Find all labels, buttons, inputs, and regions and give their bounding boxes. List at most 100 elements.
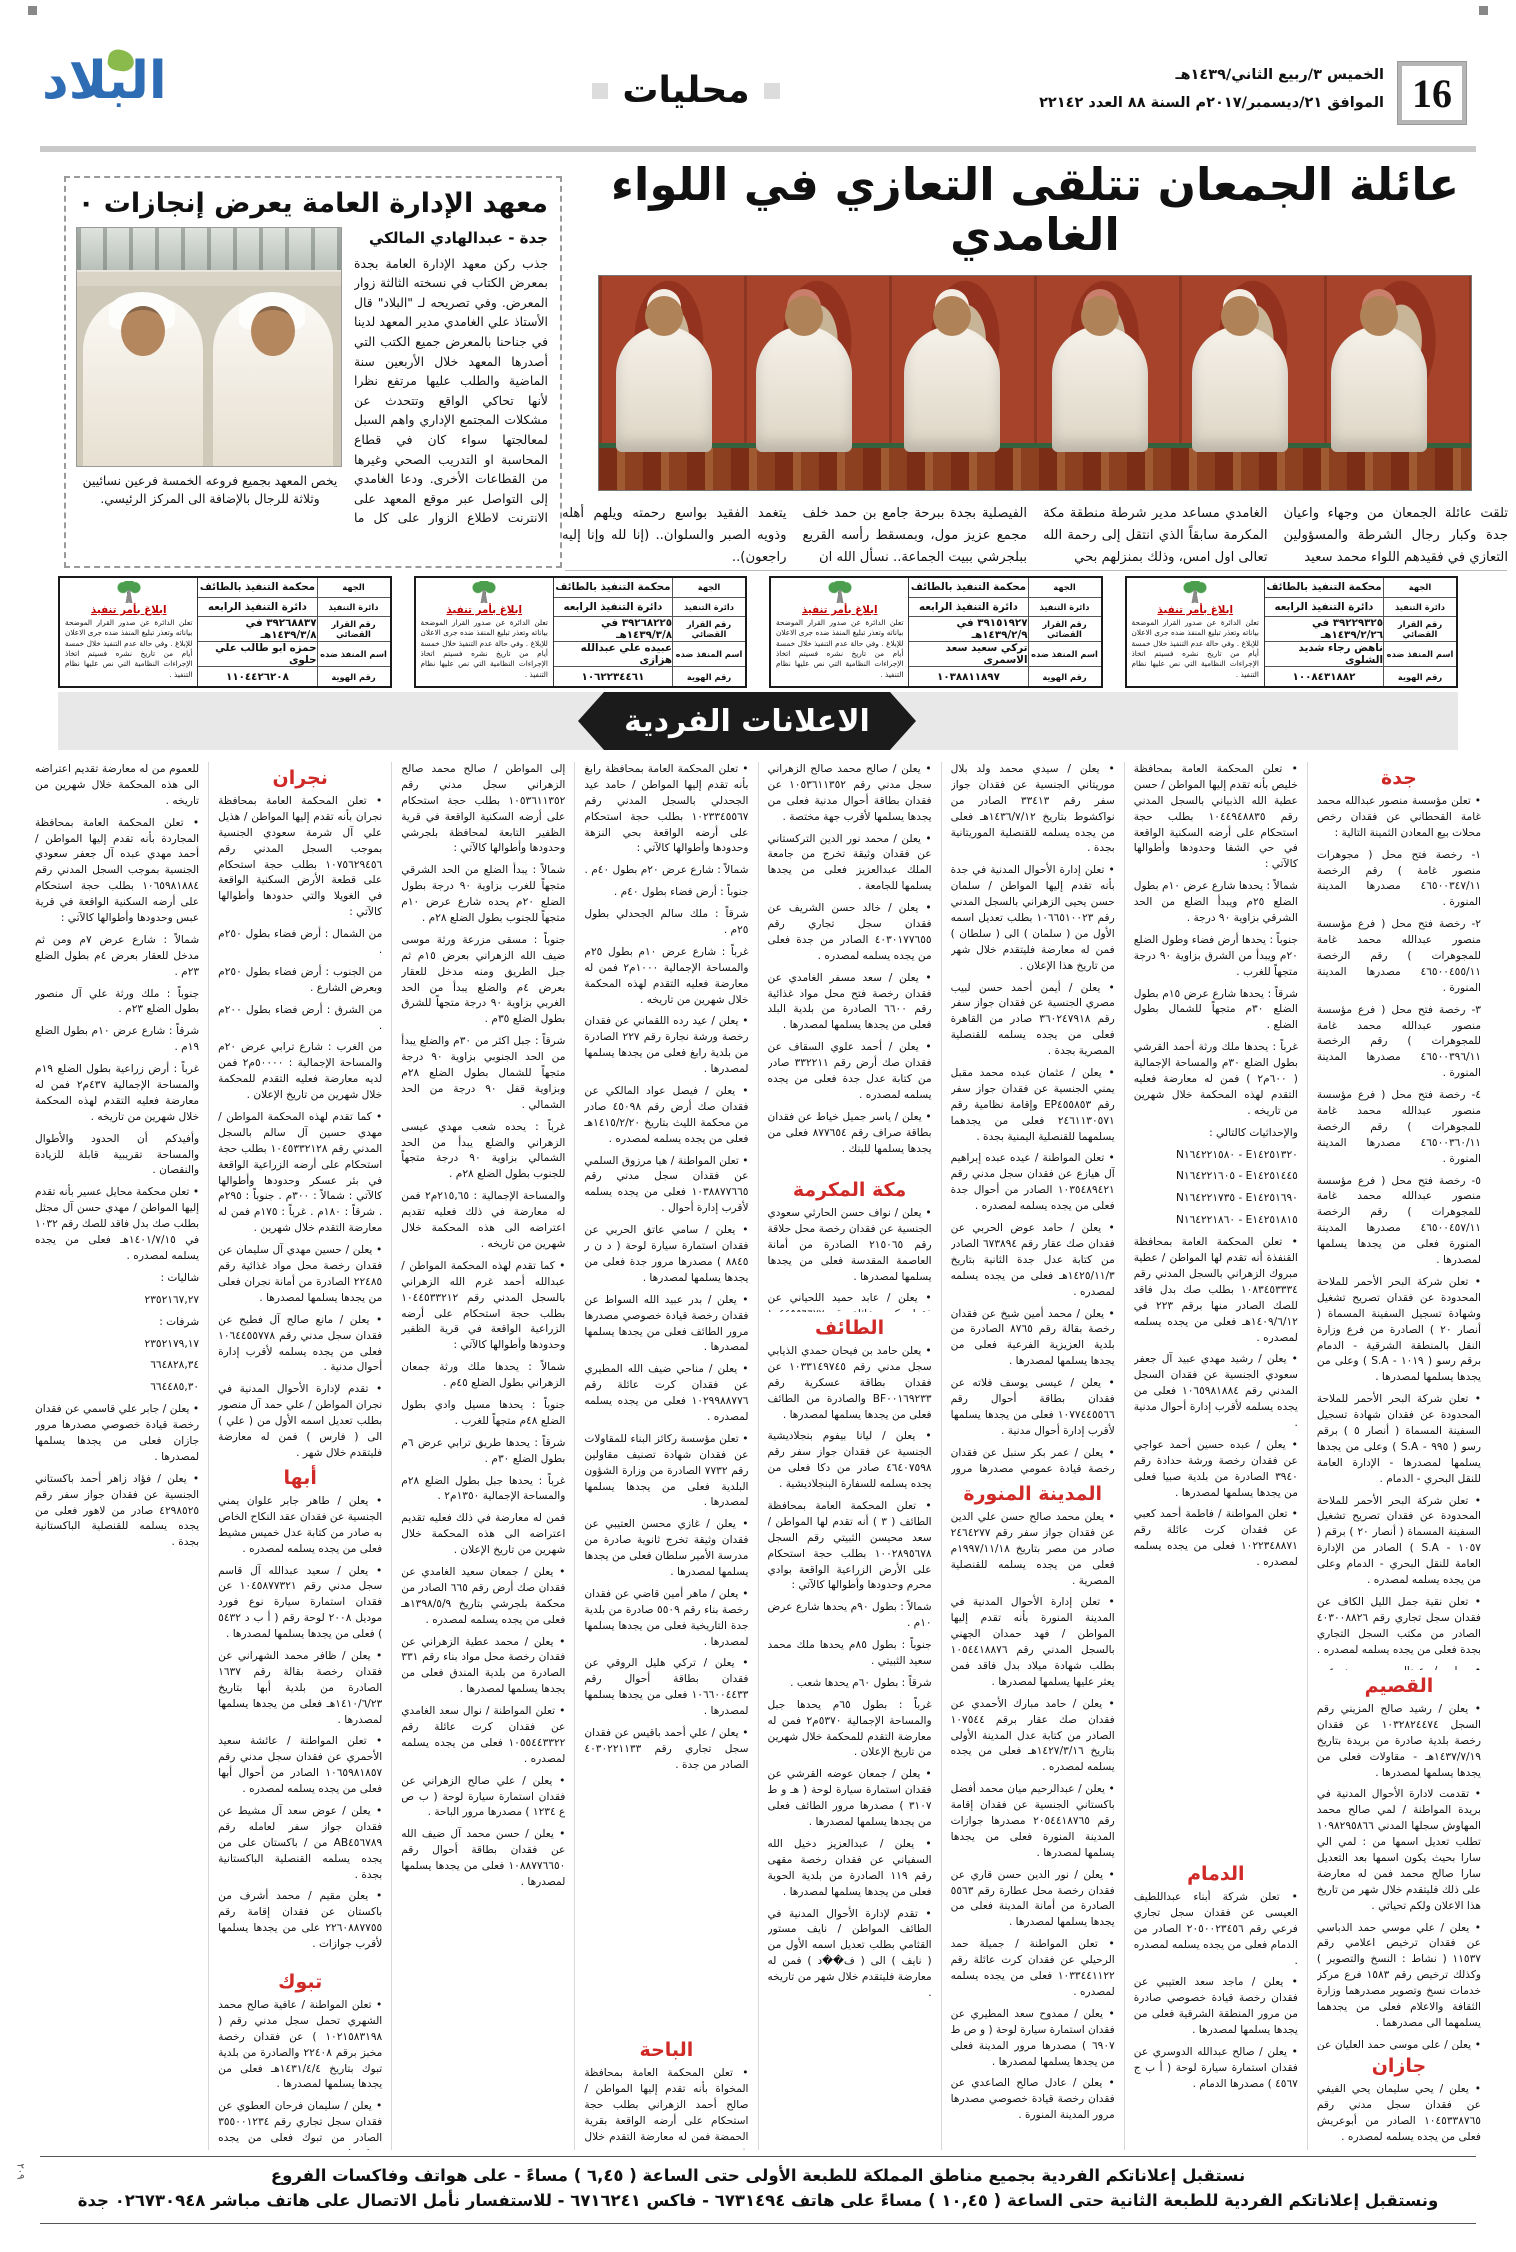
classified-ad: • يعلن / تركي هليل الروقي عن فقدان بطاقة… (584, 1657, 749, 1718)
classified-ad: • يعلن / يحي سليمان يحي الفيفي عن فقدان … (1316, 2083, 1481, 2143)
court-notice-title: ابلاغ بأمر تنفيذ (446, 604, 522, 616)
court-row-value: حمزه ابو طالب علي حلوى (215, 642, 317, 667)
court-notice-info: ابلاغ بأمر تنفيذ تعلن الدائرة عن صدور الق… (60, 578, 197, 686)
ads-block: • تعلن المواطنة / عافية صالح محمد الشهري… (218, 1998, 382, 2150)
ads-block: • يعلن / سيدي محمد ولد بلال موريتاني الج… (951, 762, 1115, 1478)
majlis-photo (598, 274, 1472, 491)
court-row-value: ٣٩١٥١٩٢٧ في ١٤٣٩/٢/٩هـ (956, 617, 1028, 642)
classified-ad: • تقدم لإدارة الأحوال المدنية في نجران ا… (218, 1383, 383, 1459)
court-table-row: دائرة التنفيذ دائرة التنفيذ الرابعه (198, 597, 390, 618)
classified-ad: • تعلن المواطنة / جميلة حمد الرحيلي عن ف… (950, 1938, 1115, 1998)
court-row-value: دائرة التنفيذ الرابعه (1274, 601, 1374, 613)
city-section-header: جازان (1371, 2055, 1427, 2077)
classified-ad: من الشرق : أرض فضاء بطول ٢٠٠م . (218, 1003, 383, 1032)
court-row-label: رقم الهوية (316, 667, 390, 687)
classified-ad: جنوباً : يحدها مسيل وادي بطول الضلع ٤٨م … (401, 1398, 566, 1427)
classified-ad: • يعلن محمد صالح حسن علي الدين عن فقدان … (950, 1511, 1115, 1587)
court-table-row: دائرة التنفيذ دائرة التنفيذ الرابعه (1264, 597, 1456, 618)
ads-block: • يعلن حامد بن فيحان حمدي الذيابي سجل مد… (768, 1344, 932, 2008)
court-table-row: اسم المنفذ ضده تركي سعيد سعد الاسمرى (909, 642, 1101, 668)
classified-ad: • يعلن / سعيد عبدالله آل قاسم سجل مدني ر… (218, 1564, 383, 1641)
classified-ad: • يعلن / ماجد سعد العتيبي عن فقدان رخصة … (1133, 1976, 1298, 2037)
court-row-value: محكمة التنفيذ بالطائف (910, 581, 1026, 594)
classified-column: جدة • تعلن مؤسسة منصور عبدالله محمد غامة … (1306, 762, 1490, 2150)
court-notice-title: ابلاغ بأمر تنفيذ (801, 604, 878, 616)
classified-ad: ٥- رخصة فتح محل ( فرع مؤسسة منصور عبدالل… (1316, 1174, 1481, 1267)
classified-ad: • يعلن / حسين مهدي آل سليمان عن فقدان رخ… (218, 1244, 383, 1304)
court-row-label: رقم الهوية (1383, 667, 1456, 687)
article-columns: تلقت عائلة الجمعان من وجهاء واعيان جدة و… (562, 503, 1508, 569)
classified-ad: • تعلن المواطنة / عافية صالح محمد الشهري… (218, 1999, 383, 2091)
main-article: عائلة الجمعان تتلقى التعازي في اللواء ال… (562, 159, 1508, 569)
classified-ad: • يعلن / ماهر أمين قاضي عن فقدان رخصة بن… (584, 1587, 749, 1648)
ads-block: • يعلن محمد صالح حسن علي الدين عن فقدان … (951, 1510, 1115, 2130)
court-table-row: رقم القرار القضائي ٣٩٢٦٨٨٣٧ في ١٤٣٩/٣/٨هـ (198, 617, 390, 643)
classified-ad: • يعلن / سامي عاتق الحربي عن فقدان استما… (584, 1224, 749, 1284)
court-row-label: رقم الهوية (1027, 667, 1101, 687)
court-row-value: محكمة التنفيذ بالطائف (199, 581, 315, 594)
classified-ad: شمالاً : شارع عرض ٢٠م بطول ٤٠م . (584, 864, 749, 877)
court-notice-box: الجهة محكمة التنفيذ بالطائف دائرة التنفيذ د… (58, 576, 392, 688)
classified-ad: • يعلن / علي موسي حمد العليان عن فقدان ت… (1316, 2038, 1481, 2050)
footer-line-2: ونستقبل إعلاناتكم الفردية للطبعة الثانية… (77, 2190, 1439, 2210)
classified-ad: • يعلن / حسن محمد آل ضيف الله عن فقدان ب… (401, 1828, 566, 1888)
court-table: الجهة محكمة التنفيذ بالطائف دائرة التنفيذ د… (552, 578, 745, 687)
court-table-row: دائرة التنفيذ دائرة التنفيذ الرابعه (909, 597, 1101, 618)
court-notice-body: تعلن الدائرة عن صدور القرار الموضحة بيان… (776, 618, 904, 679)
classified-ad: • يعلن / خالد حسن الشريف عن فقدان سجل تج… (767, 902, 932, 962)
classified-ad: جنوباً : يحدها أرض فضاء وطول الضلع ٢٠م و… (1133, 933, 1298, 978)
court-table-row: رقم الهوية ١٠٠٨٤٣١٨٨٢ (1265, 667, 1456, 687)
classified-ad: شرقاً : جبل اكثر من ٣٠م والضلع يبدأ من ا… (401, 1035, 566, 1111)
classified-ad: • يعلن / عيسى يوسف فلاته عن فقدان بطاقة … (950, 1377, 1115, 1437)
court-row-value: عبيده علي عبدالله هزازى (580, 642, 672, 667)
court-row-value: ١٠٠٨٤٣١٨٨٢ (1292, 670, 1356, 683)
classified-ad: • يعلن / جابر علي قاسمي عن فقدان رخصة قي… (35, 1403, 200, 1463)
classified-ad: ٤- رخصة فتح محل ( فرع مؤسسة منصور عبدالل… (1316, 1089, 1481, 1165)
classified-ad: • يعلن / سليمان فرحان العطوي عن فقدان سج… (218, 2100, 383, 2150)
article-text-column: تلقت عائلة الجمعان من وجهاء واعيان جدة و… (1283, 505, 1509, 565)
classified-ad: • يعلن / حامد عوض الحربي عن فقدان صك عقا… (950, 1222, 1115, 1298)
classified-ad: • تعلن المواطنة / نوال سعد الغامدي عن فق… (401, 1705, 566, 1765)
court-table-row: اسم المنفذ ضده عبيده علي عبدالله هزازى (553, 642, 745, 668)
classified-ad: • تعلن نقية جمل الليل الكاف عن فقدان سجل… (1316, 1595, 1481, 1656)
court-table-row: رقم الهوية ١١٠٤٤٢٦٢٠٨ (198, 667, 390, 687)
court-notice-info: ابلاغ بأمر تنفيذ تعلن الدائرة عن صدور الق… (771, 578, 908, 686)
court-row-label: اسم المنفذ ضده (1383, 642, 1456, 667)
classified-ad: • يعلن / جمعان عوضه القرشي عن فقدان استم… (767, 1768, 932, 1829)
page-footer: نستقبل إعلاناتكم الفردية بجميع مناطق الم… (40, 2156, 1476, 2224)
side-article-text: جدة - عبدالهادي المالكي جذب ركن معهد الإ… (354, 227, 548, 527)
classified-ad: • يعلن / محمد أمين شيخ عن فقدان رخصة بقا… (950, 1307, 1115, 1368)
court-row-value: محكمة التنفيذ بالطائف (1266, 581, 1382, 594)
city-section-header: القصيم (1364, 1675, 1434, 1697)
ads-block: • تعلن المحكمة العامة بمحافظة نجران بأنه… (218, 794, 382, 1462)
classified-ad: غرباً : أرض زراعية بطول الضلع ١٩م والمسا… (35, 1063, 200, 1123)
court-row-label: رقم القرار القضائي (1027, 617, 1101, 642)
person-figure (1331, 295, 1428, 452)
classified-ad: والإحداثيات كالتالي : (1209, 1126, 1298, 1139)
ads-block: • يعلن / نواف حسن الحارثي سعودي الجنسية … (768, 1206, 932, 1312)
classified-ad: • تعلن شركة البحر الأحمر للملاحة المحدود… (1316, 1494, 1481, 1586)
classified-ad: والمساحة الإجمالية : ٢١٥,٦٥م٢ فمن له معا… (401, 1190, 566, 1250)
classified-ad: • يعلن / ممدوح سعد المطيري عن فقدان استم… (950, 2007, 1115, 2068)
court-row-value: ناهض رجاء شديد الشلوى (1298, 642, 1383, 667)
logo-text: البلاد (42, 51, 169, 111)
classifieds-grid: جدة • تعلن مؤسسة منصور عبدالله محمد غامة … (26, 762, 1490, 2150)
classified-ad: ٦٦٤٨٢٨,٣٤ (150, 1359, 200, 1372)
court-table-row: رقم القرار القضائي ٣٩١٥١٩٢٧ في ١٤٣٩/٢/٩هـ (909, 617, 1101, 643)
classified-ad: • يعلن / غازي محسن العتيبي عن فقدان وثيق… (584, 1518, 749, 1578)
city-section-header: نجران (272, 767, 328, 789)
byline: جدة - عبدالهادي المالكي (368, 229, 548, 247)
ads-block: • تعلن المحكمة العامة بمحافظة المخواة بأ… (584, 2066, 748, 2150)
ministry-emblem-icon (113, 581, 144, 603)
ads-block: • يعلن / صالح محمد صالح الزهراني سجل مدن… (768, 762, 932, 1174)
classified-ad: ٦٦٤٤٨٥,٣٠ (150, 1381, 200, 1394)
classified-ad: شمالاً : شارع عرض ٧م ومن ثم مدخل للعقار … (35, 933, 200, 978)
court-table-row: الجهة محكمة التنفيذ بالطائف (553, 578, 745, 598)
hijri-date: الخميس ٣/ربيع الثاني/١٤٣٩هـ (1175, 67, 1385, 83)
court-notice-body: تعلن الدائرة عن صدور القرار الموضحة بيان… (65, 618, 193, 679)
classified-ad: • يعلن / جمعان سعيد الغامدي عن فقدان صك … (401, 1565, 566, 1626)
classified-column: إلى المواطن / صالح محمد صالح الزهراني سج… (391, 762, 574, 2150)
classified-ad: من الشمال : أرض فضاء بطول ٢٥٠م . (218, 928, 383, 957)
court-row-label: الجهة (316, 578, 390, 597)
classified-ad: • يعلن / مناحي ضيف الله المطيري عن فقدان… (584, 1363, 749, 1423)
